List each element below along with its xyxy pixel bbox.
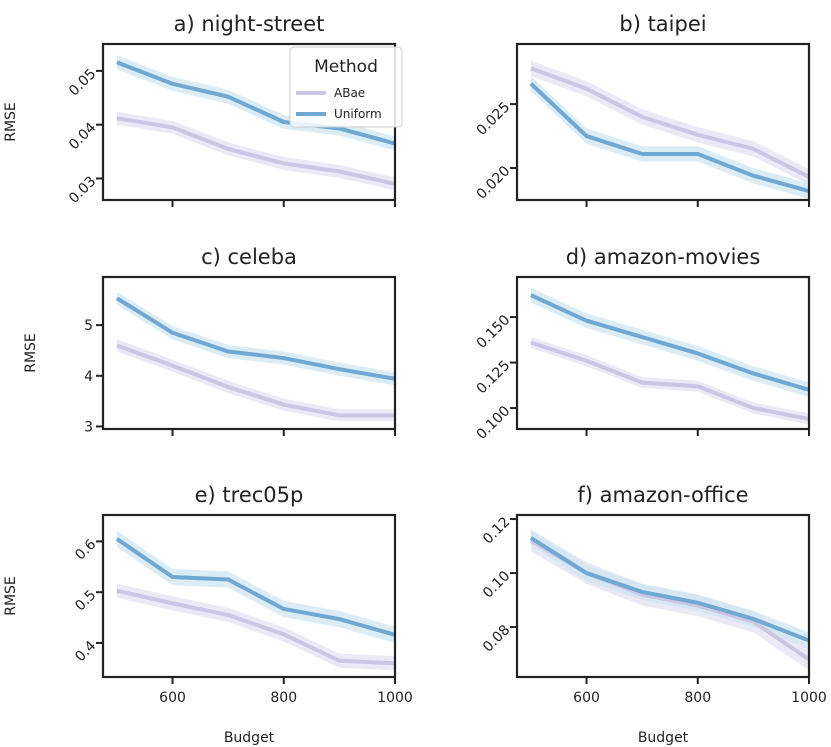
chart-panel-5: e) trec05p 600 800 1000 0.4 0.5 0.6 RMSE Budget: [3, 483, 413, 746]
ci-band-abae: [530, 60, 809, 185]
y-tick-label: 0.05: [66, 66, 99, 99]
y-axis-label: RMSE: [23, 333, 39, 373]
chart-title: a) night-street: [174, 12, 325, 36]
x-tick-label: 1000: [377, 690, 413, 706]
legend-label-abae: ABae: [334, 86, 365, 100]
x-tick-label: 800: [684, 690, 711, 706]
plot-area: [529, 529, 809, 671]
legend-label-uniform: Uniform: [334, 107, 382, 121]
series-line-uniform: [115, 537, 395, 637]
y-axis-label: RMSE: [3, 102, 19, 142]
series-line-uniform: [530, 293, 809, 392]
ci-band-abae: [116, 339, 395, 422]
y-tick-label: 0.020: [474, 163, 514, 203]
chart-title: e) trec05p: [195, 483, 304, 507]
plot-frame: [515, 275, 811, 431]
x-tick-label: 600: [159, 690, 186, 706]
y-tick-label: 5: [84, 318, 93, 334]
y-tick-label: 0.125: [474, 358, 514, 398]
chart-title: f) amazon-office: [577, 483, 748, 507]
ci-band-uniform: [116, 291, 395, 386]
chart-panel-1: a) night-street 0.03 0.04 0.05 RMSE Method ABa…: [3, 12, 403, 207]
series-line-abae: [530, 340, 809, 421]
y-tick-label: 0.03: [66, 174, 99, 207]
chart-title: c) celeba: [201, 245, 297, 269]
ci-band-uniform: [530, 75, 809, 199]
y-tick-label: 0.025: [474, 99, 514, 139]
series-line-abae: [530, 66, 809, 179]
y-tick-label: 0.04: [66, 120, 99, 153]
x-tick-label: 1000: [791, 690, 827, 706]
series-line-uniform: [529, 82, 809, 193]
plot-frame: [515, 42, 811, 202]
plot-frame: [515, 513, 811, 679]
x-axis-label: Budget: [638, 730, 689, 746]
plot-area: [529, 60, 809, 199]
series-line-uniform: [116, 60, 395, 146]
y-tick-label: 0.150: [474, 312, 514, 352]
x-axis-label: Budget: [224, 730, 275, 746]
y-tick-label: 0.6: [72, 536, 99, 563]
y-tick-label: 4: [84, 369, 93, 385]
chart-panel-4: d) amazon-movies 0.100 0.125 0.150: [474, 245, 811, 443]
chart-title: d) amazon-movies: [566, 245, 761, 269]
legend-title: Method: [314, 57, 378, 77]
plot-frame: [101, 513, 397, 679]
y-tick-label: 0.08: [480, 622, 513, 655]
series-line-abae: [116, 116, 395, 186]
x-tick-label: 800: [270, 690, 297, 706]
plot-area: [115, 291, 395, 422]
plot-area: [115, 530, 395, 671]
plot-area: [530, 287, 809, 425]
y-tick-label: 0.12: [480, 514, 513, 547]
legend: Method ABae Uniform: [289, 46, 403, 128]
series-line-abae: [116, 588, 395, 666]
series-line-abae: [116, 343, 395, 418]
y-tick-label: 3: [84, 419, 93, 435]
y-tick-label: 0.5: [72, 587, 99, 614]
series-line-uniform: [529, 536, 809, 643]
y-tick-label: 0.10: [480, 568, 513, 601]
y-axis-label: RMSE: [3, 576, 19, 616]
y-tick-label: 0.100: [474, 403, 514, 443]
chart-panel-3: c) celeba 3 4 5 RMSE: [23, 245, 397, 436]
legend-box: [289, 46, 403, 128]
chart-panel-2: b) taipei 0.020 0.025: [474, 12, 811, 207]
series-line-uniform: [115, 296, 395, 381]
x-tick-label: 600: [573, 690, 600, 706]
y-tick-label: 0.4: [72, 638, 99, 665]
plot-frame: [101, 275, 397, 431]
chart-title: b) taipei: [619, 12, 706, 36]
chart-panel-6: f) amazon-office 600 800 1000 0.08 0.10 0.12 Bu…: [480, 483, 827, 746]
